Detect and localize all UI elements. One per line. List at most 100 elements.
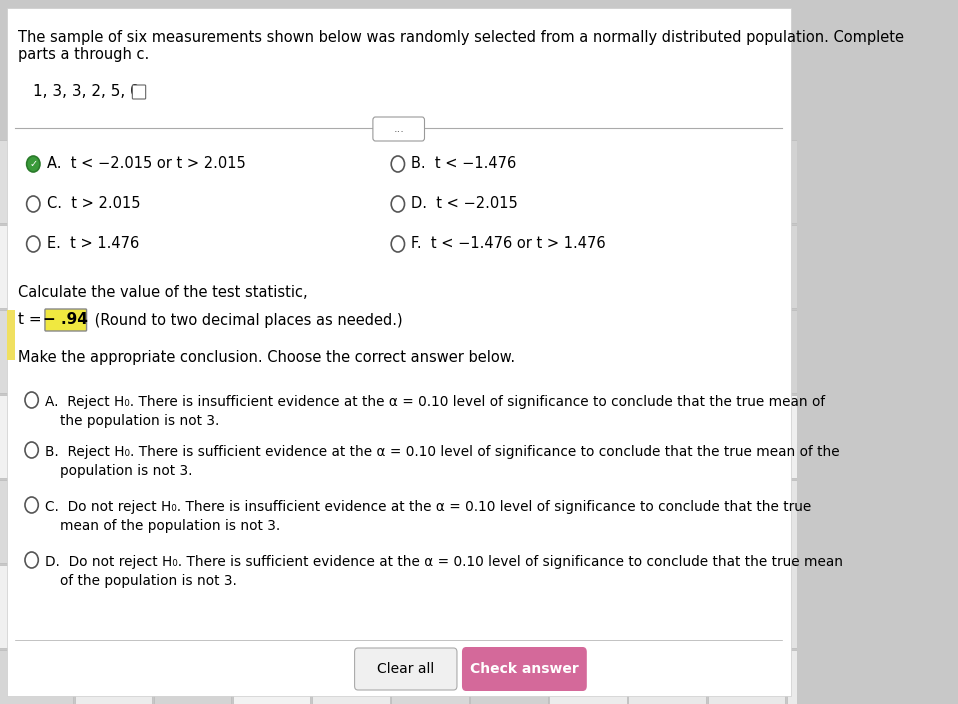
Bar	[75, 395, 152, 478]
Bar	[628, 395, 706, 478]
Bar	[312, 140, 390, 223]
Bar	[312, 310, 390, 393]
Bar	[470, 310, 548, 393]
Circle shape	[391, 156, 404, 172]
Bar	[708, 480, 785, 563]
Bar	[154, 395, 232, 478]
Text: A.  Reject H₀. There is insufficient evidence at the α = 0.10 level of significa: A. Reject H₀. There is insufficient evid…	[45, 395, 825, 409]
Bar	[708, 650, 785, 704]
Bar	[787, 395, 864, 478]
Text: B.  t < −1.476: B. t < −1.476	[411, 156, 516, 172]
Bar	[154, 140, 232, 223]
Bar	[549, 310, 627, 393]
Text: ...: ...	[394, 124, 404, 134]
Bar	[154, 565, 232, 648]
Bar	[708, 395, 785, 478]
Bar	[787, 310, 864, 393]
Bar	[75, 565, 152, 648]
Bar	[233, 225, 310, 308]
Text: t =: t =	[18, 313, 47, 327]
Circle shape	[27, 236, 40, 252]
Bar	[549, 650, 627, 704]
Text: 1, 3, 3, 2, 5, 0: 1, 3, 3, 2, 5, 0	[34, 84, 140, 99]
Bar	[549, 480, 627, 563]
Text: F.  t < −1.476 or t > 1.476: F. t < −1.476 or t > 1.476	[411, 237, 605, 251]
Text: mean of the population is not 3.: mean of the population is not 3.	[60, 519, 280, 533]
Text: C.  t > 2.015: C. t > 2.015	[47, 196, 140, 211]
Bar	[628, 565, 706, 648]
Bar	[470, 140, 548, 223]
Bar	[75, 480, 152, 563]
Bar	[312, 395, 390, 478]
Bar	[391, 480, 468, 563]
FancyBboxPatch shape	[45, 309, 86, 331]
Bar	[233, 565, 310, 648]
Bar	[233, 650, 310, 704]
Bar	[470, 650, 548, 704]
Bar	[312, 650, 390, 704]
Bar	[708, 140, 785, 223]
Text: E.  t > 1.476: E. t > 1.476	[47, 237, 139, 251]
Text: Make the appropriate conclusion. Choose the correct answer below.: Make the appropriate conclusion. Choose …	[18, 350, 515, 365]
Circle shape	[27, 196, 40, 212]
Bar	[391, 140, 468, 223]
Bar	[154, 310, 232, 393]
Bar	[233, 480, 310, 563]
Bar	[628, 225, 706, 308]
Bar	[75, 140, 152, 223]
Bar	[0, 310, 73, 393]
Bar	[0, 650, 73, 704]
Circle shape	[25, 392, 38, 408]
Bar	[391, 565, 468, 648]
Text: − .94: − .94	[43, 313, 88, 327]
Bar	[708, 310, 785, 393]
Circle shape	[391, 196, 404, 212]
Text: D.  t < −2.015: D. t < −2.015	[411, 196, 518, 211]
Bar	[787, 480, 864, 563]
Bar	[787, 565, 864, 648]
Bar	[312, 565, 390, 648]
Bar	[628, 140, 706, 223]
Bar	[787, 225, 864, 308]
Circle shape	[391, 236, 404, 252]
FancyBboxPatch shape	[373, 117, 424, 141]
FancyBboxPatch shape	[462, 647, 587, 691]
Bar	[0, 565, 73, 648]
Bar	[549, 140, 627, 223]
Text: The sample of six measurements shown below was randomly selected from a normally: The sample of six measurements shown bel…	[18, 30, 904, 63]
Text: ✓: ✓	[30, 159, 37, 169]
Bar	[233, 140, 310, 223]
Text: the population is not 3.: the population is not 3.	[60, 414, 219, 428]
Text: of the population is not 3.: of the population is not 3.	[60, 574, 237, 588]
Bar	[233, 395, 310, 478]
Bar	[154, 225, 232, 308]
Bar	[75, 225, 152, 308]
Bar	[787, 140, 864, 223]
Bar	[787, 650, 864, 704]
Bar	[75, 650, 152, 704]
Bar	[391, 395, 468, 478]
Bar	[470, 565, 548, 648]
Text: D.  Do not reject H₀. There is sufficient evidence at the α = 0.10 level of sign: D. Do not reject H₀. There is sufficient…	[45, 555, 843, 569]
Bar	[391, 310, 468, 393]
Bar	[0, 140, 73, 223]
Bar	[470, 395, 548, 478]
Bar	[0, 395, 73, 478]
Text: C.  Do not reject H₀. There is insufficient evidence at the α = 0.10 level of si: C. Do not reject H₀. There is insufficie…	[45, 500, 811, 514]
Bar	[628, 480, 706, 563]
Bar	[470, 480, 548, 563]
Text: population is not 3.: population is not 3.	[60, 464, 193, 478]
Text: B.  Reject H₀. There is sufficient evidence at the α = 0.10 level of significanc: B. Reject H₀. There is sufficient eviden…	[45, 445, 839, 459]
Bar	[628, 650, 706, 704]
Bar	[470, 225, 548, 308]
Bar	[391, 225, 468, 308]
FancyBboxPatch shape	[354, 648, 457, 690]
Bar	[628, 310, 706, 393]
Text: A.  t < −2.015 or t > 2.015: A. t < −2.015 or t > 2.015	[47, 156, 245, 172]
Circle shape	[27, 156, 40, 172]
Circle shape	[25, 552, 38, 568]
Bar	[708, 225, 785, 308]
Bar	[549, 565, 627, 648]
Bar	[391, 650, 468, 704]
FancyBboxPatch shape	[132, 85, 146, 99]
